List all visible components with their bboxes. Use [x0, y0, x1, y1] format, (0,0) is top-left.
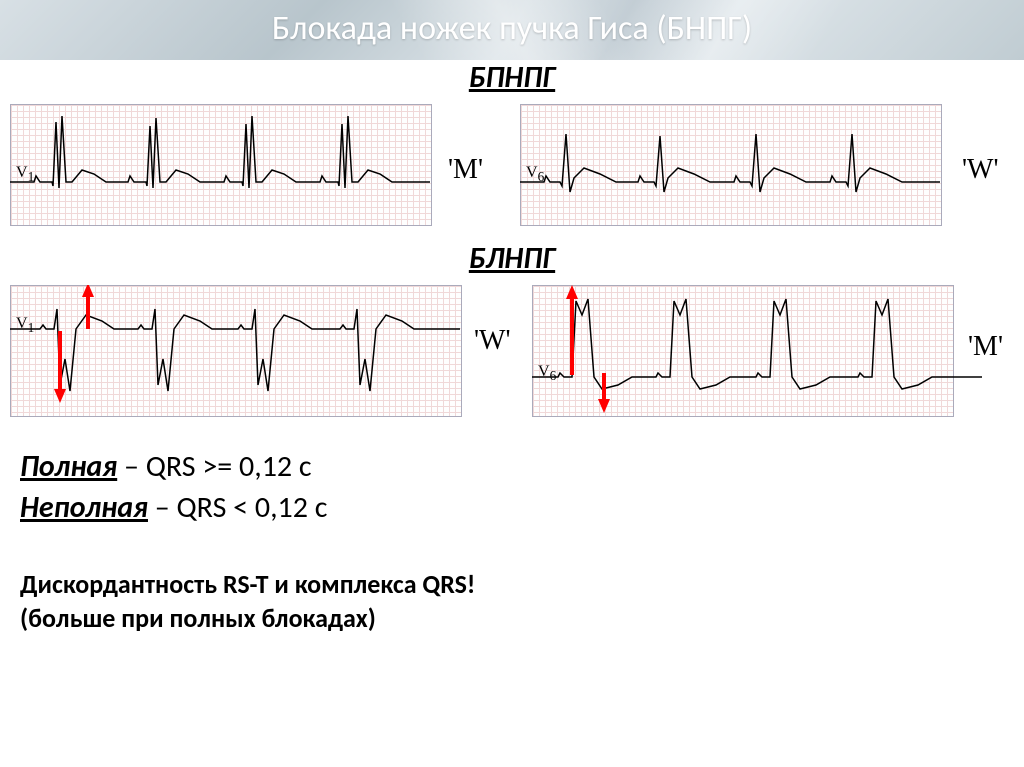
term-incomplete: Неполная	[20, 489, 148, 526]
ecg-trace-rbbb-v1	[10, 104, 430, 224]
content-area: БПНПГ V1 'M' V6 'W' БЛНПГ	[0, 55, 1024, 636]
arrows-lbbb-v6	[532, 285, 982, 415]
lead-label-v1: V1	[16, 315, 34, 336]
criteria-incomplete: Неполная – QRS < 0,12 с	[20, 488, 1024, 529]
pattern-letter-m: 'M'	[448, 154, 483, 186]
lead-label-v6: V6	[538, 363, 556, 384]
note-line-1: Дискордантность RS-T и комплекса QRS!	[20, 568, 1024, 602]
ecg-row-lbbb: V1 'W' V6 'M'	[0, 285, 1024, 417]
criteria-text: Полная – QRS >= 0,12 с Неполная – QRS < …	[20, 447, 1024, 528]
pattern-letter-w: 'W'	[962, 154, 999, 186]
lead-label-v1: V1	[16, 164, 34, 185]
arrows-lbbb-v1	[10, 285, 460, 415]
pattern-letter-w: 'W'	[474, 325, 511, 357]
subtitle-rbbb: БПНПГ	[0, 59, 1024, 96]
criteria-incomplete-value: – QRS < 0,12 с	[148, 489, 327, 526]
criteria-complete: Полная – QRS >= 0,12 с	[20, 447, 1024, 488]
pattern-letter-m: 'M'	[968, 331, 1003, 363]
ecg-trace-rbbb-v6	[520, 104, 940, 224]
term-complete: Полная	[20, 448, 117, 485]
ecg-panel-rbbb-v1: V1 'M'	[0, 104, 510, 226]
criteria-complete-value: – QRS >= 0,12 с	[117, 448, 311, 485]
subtitle-lbbb: БЛНПГ	[0, 240, 1024, 277]
page-title: Блокада ножек пучка Гиса (БНПГ)	[0, 8, 1024, 49]
ecg-row-rbbb: V1 'M' V6 'W'	[0, 104, 1024, 226]
lead-label-v6: V6	[526, 164, 544, 185]
note-line-2: (больше при полных блокадах)	[20, 602, 1024, 636]
ecg-panel-lbbb-v1: V1 'W'	[0, 285, 530, 417]
note-text: Дискордантность RS-T и комплекса QRS! (б…	[20, 568, 1024, 636]
ecg-panel-rbbb-v6: V6 'W'	[510, 104, 1020, 226]
ecg-panel-lbbb-v6: V6 'M'	[530, 285, 1020, 417]
